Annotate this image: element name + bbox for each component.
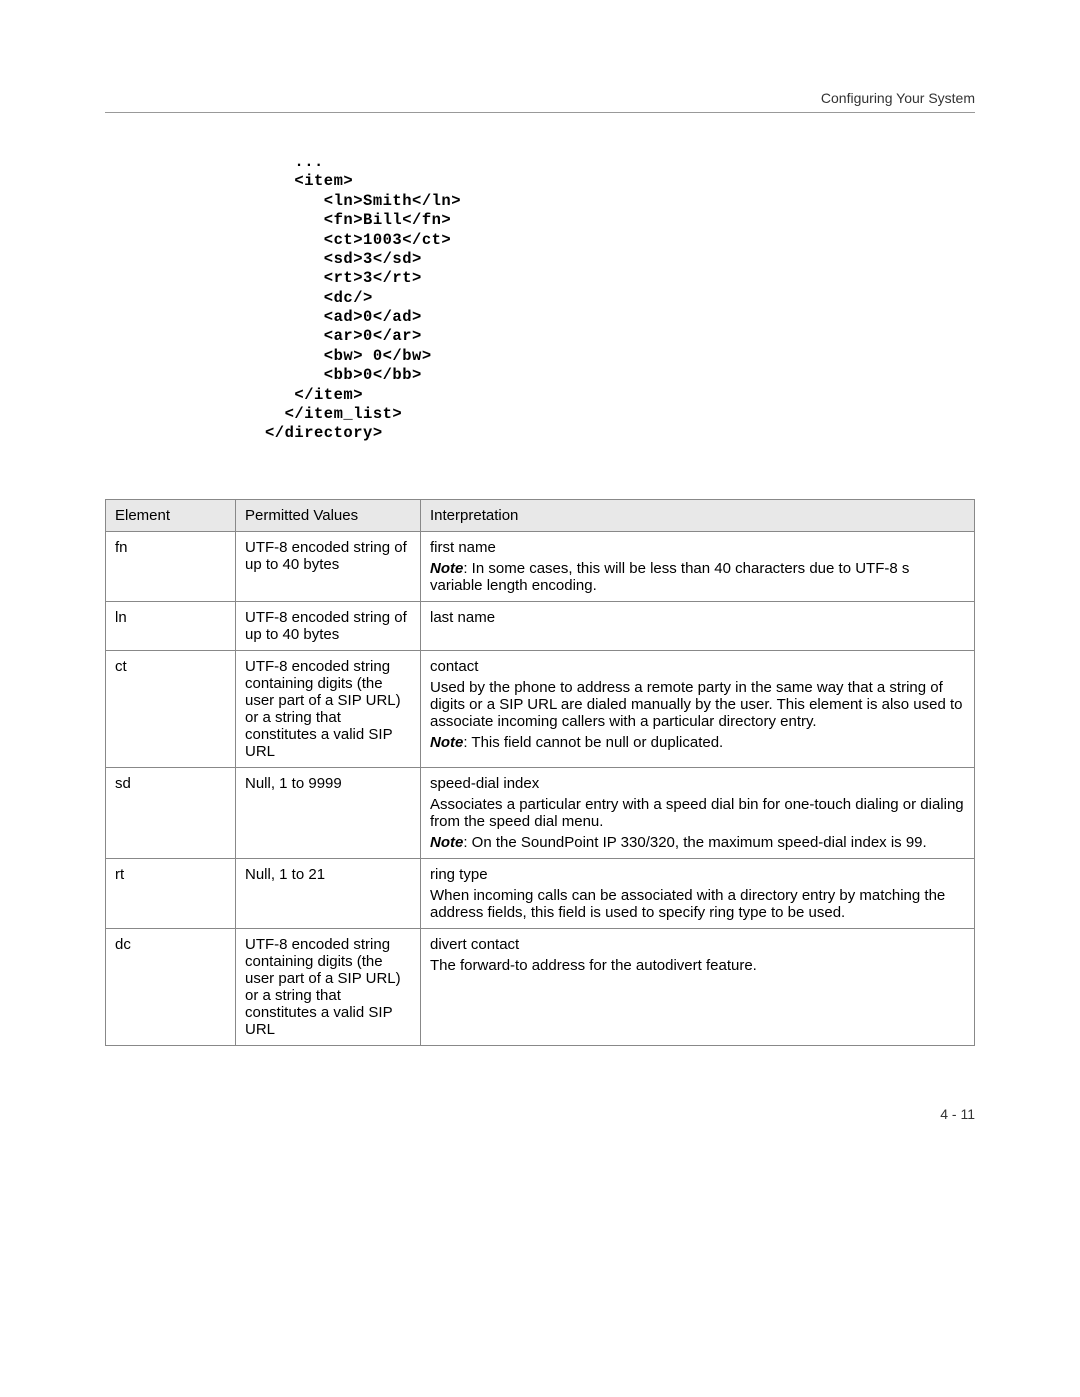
code-block: ... <item> <ln>Smith</ln> <fn>Bill</fn> … <box>265 153 975 444</box>
interp-lead: first name <box>430 539 965 556</box>
table-row: sd Null, 1 to 9999 speed-dial index Asso… <box>106 767 975 858</box>
table-row: ln UTF-8 encoded string of up to 40 byte… <box>106 601 975 650</box>
note-text: : This field cannot be null or duplicate… <box>463 734 723 751</box>
cell-element: dc <box>106 928 236 1045</box>
col-interpretation: Interpretation <box>421 499 975 531</box>
cell-element: ln <box>106 601 236 650</box>
page-number: 4 - 11 <box>940 1106 975 1122</box>
cell-element: fn <box>106 531 236 601</box>
cell-element: ct <box>106 650 236 767</box>
cell-permitted: UTF-8 encoded string of up to 40 bytes <box>236 531 421 601</box>
page-header: Configuring Your System <box>105 90 975 113</box>
note-label: Note <box>430 734 463 751</box>
cell-permitted: UTF-8 encoded string of up to 40 bytes <box>236 601 421 650</box>
interp-lead: ring type <box>430 866 965 883</box>
col-permitted: Permitted Values <box>236 499 421 531</box>
table-row: fn UTF-8 encoded string of up to 40 byte… <box>106 531 975 601</box>
page-footer: 4 - 11 <box>105 1106 975 1122</box>
cell-permitted: UTF-8 encoded string containing digits (… <box>236 928 421 1045</box>
page: Configuring Your System ... <item> <ln>S… <box>0 0 1080 1182</box>
table-row: dc UTF-8 encoded string containing digit… <box>106 928 975 1045</box>
interp-body: The forward-to address for the autodiver… <box>430 957 965 974</box>
note-text: : On the SoundPoint IP 330/320, the maxi… <box>463 834 926 851</box>
interp-body: Associates a particular entry with a spe… <box>430 796 965 830</box>
cell-permitted: UTF-8 encoded string containing digits (… <box>236 650 421 767</box>
interp-note: Note: On the SoundPoint IP 330/320, the … <box>430 834 965 851</box>
cell-interpretation: contact Used by the phone to address a r… <box>421 650 975 767</box>
interp-body: When incoming calls can be associated wi… <box>430 887 965 921</box>
interp-lead: divert contact <box>430 936 965 953</box>
cell-element: sd <box>106 767 236 858</box>
cell-permitted: Null, 1 to 21 <box>236 858 421 928</box>
note-label: Note <box>430 834 463 851</box>
col-element: Element <box>106 499 236 531</box>
interp-lead: last name <box>430 609 965 626</box>
cell-permitted: Null, 1 to 9999 <box>236 767 421 858</box>
interp-body: Used by the phone to address a remote pa… <box>430 679 965 730</box>
note-text: : In some cases, this will be less than … <box>430 560 909 594</box>
interp-lead: speed-dial index <box>430 775 965 792</box>
table-row: rt Null, 1 to 21 ring type When incoming… <box>106 858 975 928</box>
table-row: ct UTF-8 encoded string containing digit… <box>106 650 975 767</box>
table-header-row: Element Permitted Values Interpretation <box>106 499 975 531</box>
note-label: Note <box>430 560 463 577</box>
header-title: Configuring Your System <box>821 90 975 106</box>
cell-interpretation: ring type When incoming calls can be ass… <box>421 858 975 928</box>
elements-table: Element Permitted Values Interpretation … <box>105 499 975 1046</box>
cell-interpretation: last name <box>421 601 975 650</box>
interp-note: Note: This field cannot be null or dupli… <box>430 734 965 751</box>
cell-element: rt <box>106 858 236 928</box>
cell-interpretation: first name Note: In some cases, this wil… <box>421 531 975 601</box>
cell-interpretation: divert contact The forward-to address fo… <box>421 928 975 1045</box>
cell-interpretation: speed-dial index Associates a particular… <box>421 767 975 858</box>
interp-lead: contact <box>430 658 965 675</box>
interp-note: Note: In some cases, this will be less t… <box>430 560 965 594</box>
